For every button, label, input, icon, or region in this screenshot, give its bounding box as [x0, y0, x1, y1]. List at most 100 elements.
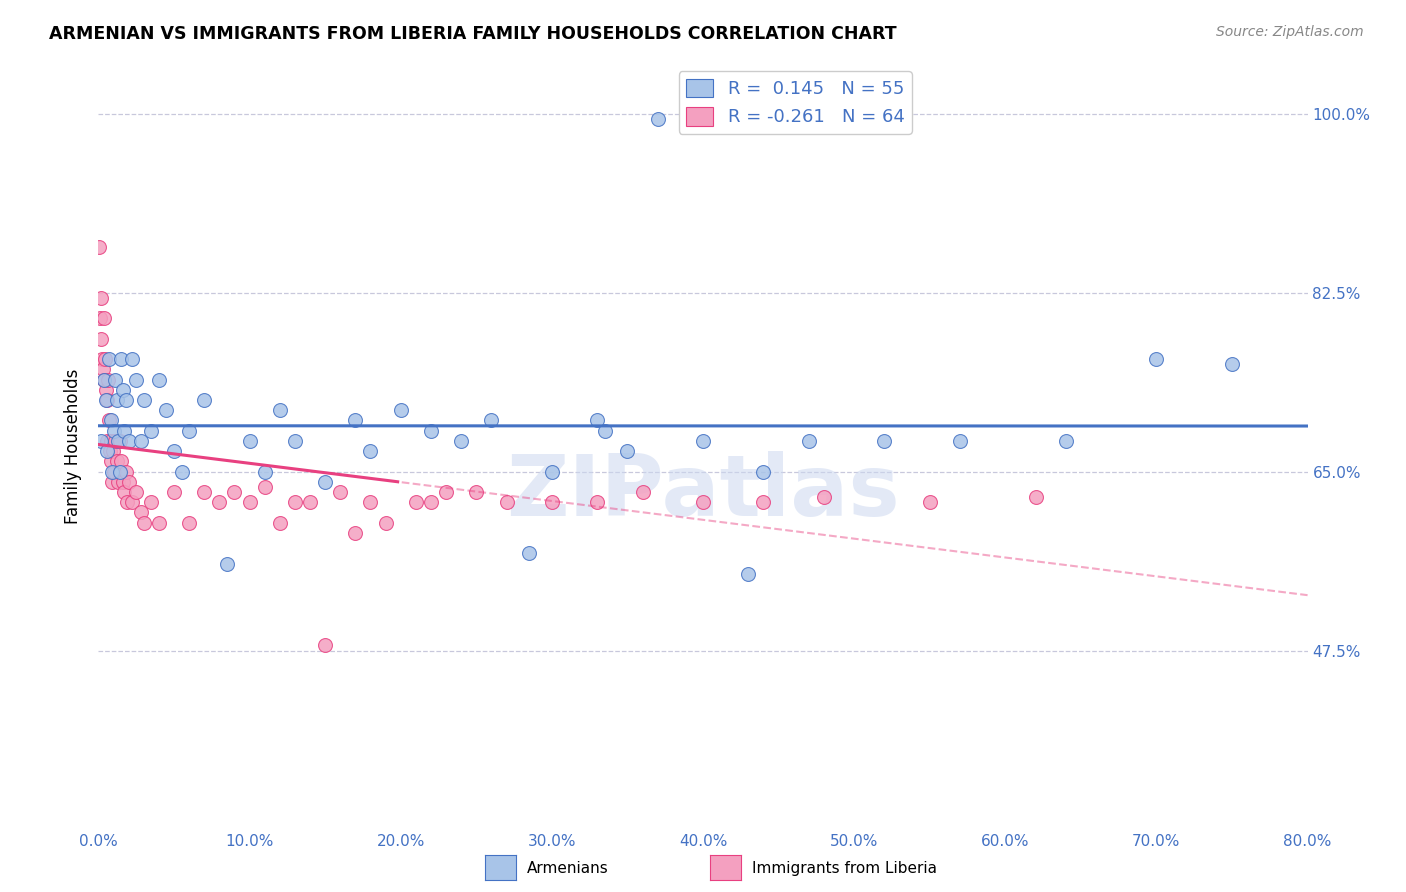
Point: [797, 434, 820, 448]
Point: [253, 480, 276, 494]
Point: [631, 485, 654, 500]
Point: [121, 352, 143, 367]
Point: [179, 516, 201, 530]
Point: [98, 413, 121, 427]
Point: [97, 372, 120, 386]
Point: [90, 332, 112, 346]
Point: [104, 434, 127, 448]
Point: [495, 495, 517, 509]
Point: [163, 444, 186, 458]
Point: [111, 383, 134, 397]
Point: [89, 311, 111, 326]
Point: [105, 454, 128, 468]
Point: [517, 546, 540, 560]
Point: [103, 424, 125, 438]
Point: [420, 424, 443, 438]
Point: [737, 566, 759, 581]
Point: [314, 639, 336, 653]
Point: [96, 444, 118, 458]
Point: [108, 465, 131, 479]
Point: [90, 291, 112, 305]
Point: [112, 424, 135, 438]
Text: Source: ZipAtlas.com: Source: ZipAtlas.com: [1216, 25, 1364, 39]
Point: [141, 495, 163, 509]
Point: [110, 454, 132, 468]
Point: [132, 516, 155, 530]
Point: [215, 557, 238, 571]
Text: ARMENIAN VS IMMIGRANTS FROM LIBERIA FAMILY HOUSEHOLDS CORRELATION CHART: ARMENIAN VS IMMIGRANTS FROM LIBERIA FAMI…: [49, 25, 897, 43]
Point: [100, 413, 122, 427]
Point: [101, 465, 124, 479]
Point: [269, 516, 291, 530]
Y-axis label: Family Households: Family Households: [65, 368, 83, 524]
Point: [450, 434, 472, 448]
Point: [224, 485, 246, 500]
Point: [110, 352, 132, 367]
Point: [93, 372, 115, 386]
Point: [873, 434, 896, 448]
Point: [284, 495, 307, 509]
Point: [96, 392, 118, 407]
Point: [114, 465, 136, 479]
Point: [98, 352, 121, 367]
Point: [593, 424, 616, 438]
Point: [98, 444, 121, 458]
Point: [239, 495, 262, 509]
Point: [118, 475, 141, 489]
Point: [129, 506, 152, 520]
Point: [93, 372, 115, 386]
Point: [1024, 490, 1046, 504]
Point: [91, 352, 114, 367]
Point: [1054, 434, 1077, 448]
Point: [141, 424, 163, 438]
Point: [692, 434, 714, 448]
Point: [105, 392, 128, 407]
Point: [163, 485, 186, 500]
Point: [148, 516, 170, 530]
Point: [208, 495, 231, 509]
Point: [179, 424, 201, 438]
Point: [129, 434, 152, 448]
Point: [93, 311, 115, 326]
Point: [752, 495, 775, 509]
Point: [115, 495, 138, 509]
Point: [90, 434, 112, 448]
Point: [112, 485, 135, 500]
Text: Immigrants from Liberia: Immigrants from Liberia: [752, 862, 938, 876]
Point: [344, 413, 367, 427]
Point: [434, 485, 457, 500]
Point: [374, 516, 396, 530]
Point: [121, 495, 143, 509]
Point: [344, 525, 367, 540]
Point: [170, 465, 193, 479]
Point: [94, 352, 117, 367]
Point: [1146, 352, 1168, 367]
Point: [299, 495, 322, 509]
Point: [148, 372, 170, 386]
Text: ZIPatlas: ZIPatlas: [506, 450, 900, 533]
Point: [125, 372, 148, 386]
Point: [111, 475, 134, 489]
Point: [314, 475, 336, 489]
Point: [89, 239, 111, 253]
Point: [104, 372, 127, 386]
Text: Armenians: Armenians: [527, 862, 609, 876]
Point: [107, 434, 129, 448]
Point: [1220, 357, 1243, 371]
Point: [96, 434, 118, 448]
Point: [94, 383, 117, 397]
Point: [118, 434, 141, 448]
Point: [540, 495, 562, 509]
Point: [125, 485, 148, 500]
Point: [91, 362, 114, 376]
Point: [132, 392, 155, 407]
Point: [949, 434, 972, 448]
Point: [420, 495, 443, 509]
Point: [752, 465, 775, 479]
Point: [329, 485, 352, 500]
Point: [540, 465, 562, 479]
Point: [101, 444, 124, 458]
Point: [114, 392, 136, 407]
Point: [360, 444, 382, 458]
Point: [405, 495, 427, 509]
